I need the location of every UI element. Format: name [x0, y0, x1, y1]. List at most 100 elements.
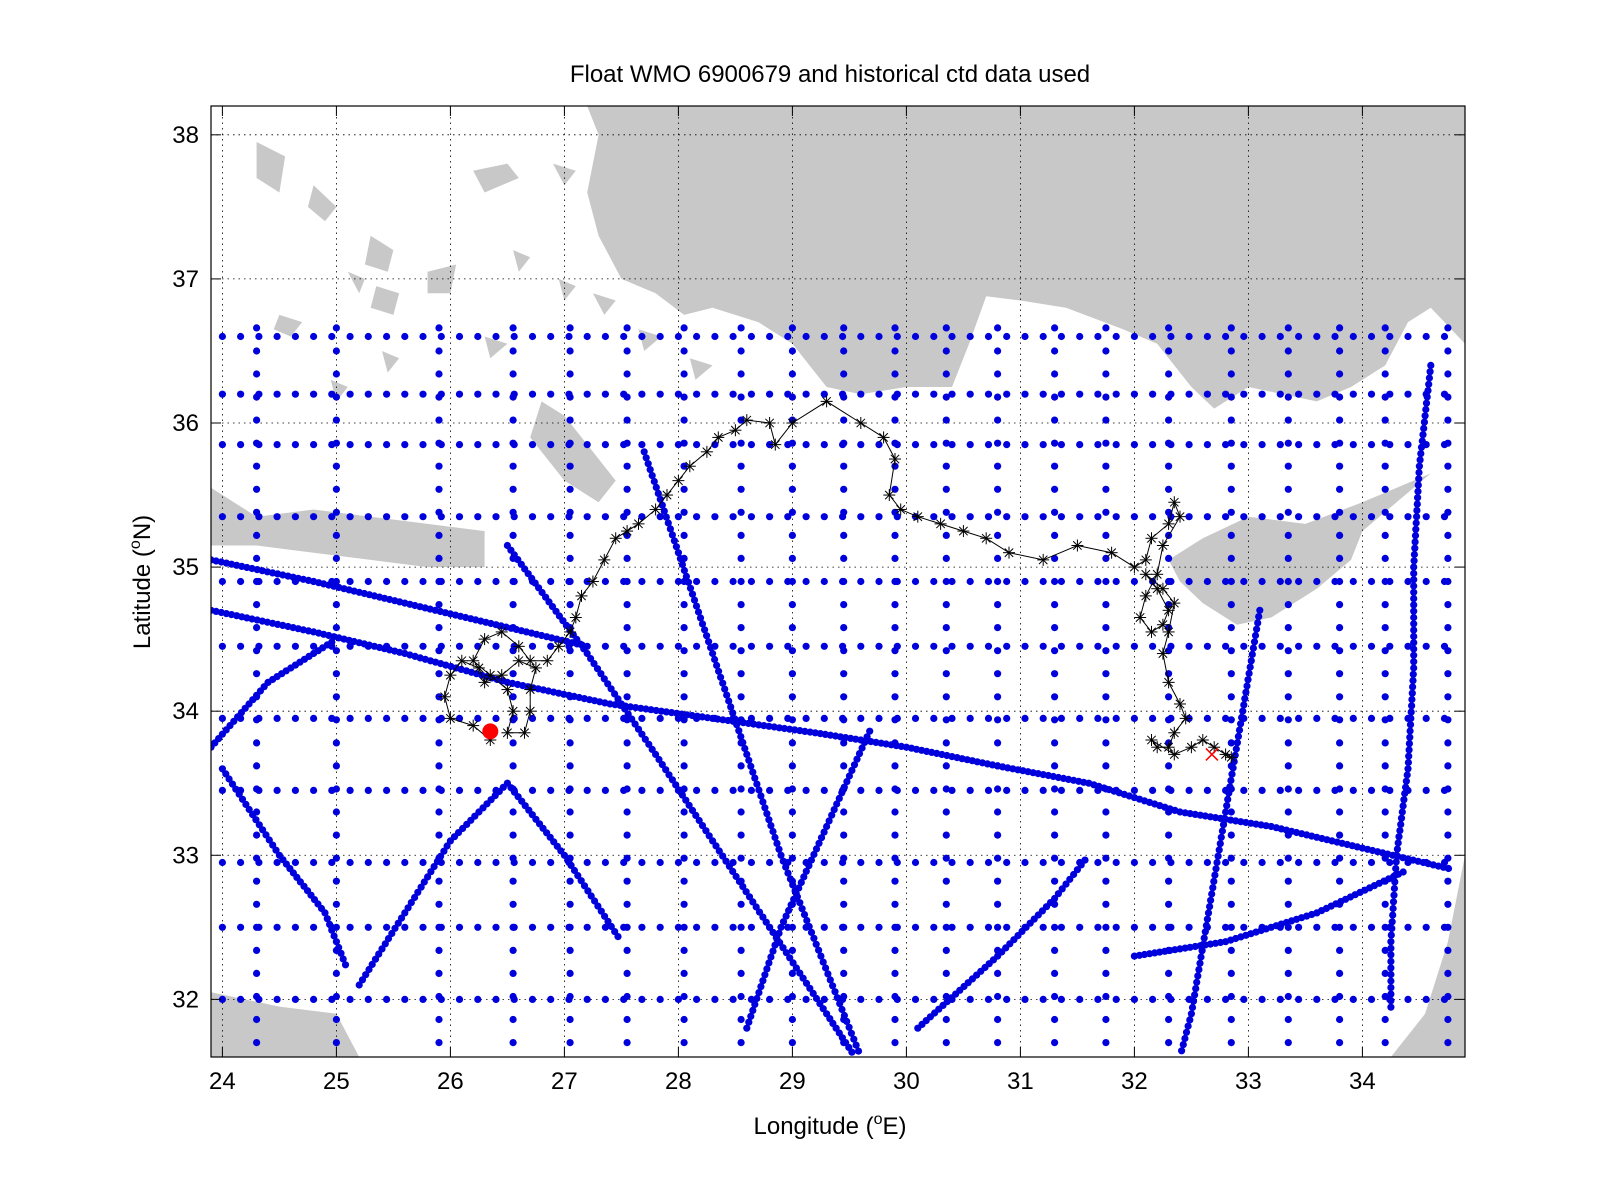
ctd-station: [942, 739, 950, 747]
ctd-station: [942, 877, 950, 885]
ctd-station: [417, 883, 425, 891]
ctd-station: [747, 923, 756, 931]
ctd-station: [693, 390, 701, 398]
ctd-station: [509, 531, 517, 540]
ctd-station: [1102, 785, 1110, 793]
float-profile-marker: [1105, 546, 1118, 559]
ctd-station: [620, 995, 628, 1004]
ctd-station: [435, 601, 443, 609]
ctd-station: [1102, 347, 1110, 355]
ctd-station: [1284, 601, 1292, 609]
float-profile-marker: [541, 654, 554, 667]
ctd-station: [930, 858, 938, 867]
ctd-station: [994, 324, 1002, 332]
ctd-station: [820, 786, 828, 795]
ctd-station: [1381, 624, 1389, 632]
ctd-station: [1367, 786, 1376, 795]
ctd-station: [1258, 441, 1266, 449]
ctd-station: [273, 642, 281, 650]
ctd-station: [1331, 642, 1339, 650]
ctd-station: [737, 347, 745, 355]
ctd-station: [680, 601, 688, 609]
ctd-station: [1149, 513, 1157, 521]
ctd-station: [218, 765, 226, 773]
ctd-station: [547, 441, 555, 449]
ctd-station: [802, 577, 810, 586]
ctd-station: [1411, 532, 1420, 540]
ctd-station: [815, 839, 823, 847]
y-axis-label: Latitude (oN): [127, 515, 156, 649]
ctd-station: [1381, 370, 1389, 378]
ctd-station: [601, 441, 610, 449]
ctd-station: [547, 995, 555, 1004]
ctd-station: [875, 441, 883, 449]
ctd-station: [1102, 601, 1110, 609]
float-profile-marker: [683, 460, 696, 473]
ctd-station: [1444, 324, 1452, 332]
float-profile-marker: [1003, 546, 1015, 559]
ctd-station: [332, 969, 340, 978]
ctd-station: [404, 904, 412, 912]
ctd-station: [378, 945, 386, 953]
ctd-station: [891, 624, 899, 632]
ctd-station: [680, 877, 688, 885]
ctd-station: [1440, 786, 1449, 795]
ctd-station: [601, 858, 610, 867]
ctd-station: [574, 872, 582, 880]
ctd-station: [666, 525, 675, 533]
ctd-station: [737, 577, 745, 586]
ctd-station: [435, 946, 443, 955]
ctd-station: [1440, 923, 1449, 931]
ctd-station: [253, 1039, 261, 1047]
ctd-station: [1313, 858, 1321, 867]
island-15: [347, 271, 365, 294]
ctd-station: [601, 577, 610, 586]
asterisk-stroke: [1164, 519, 1174, 529]
ctd-station: [824, 970, 832, 978]
ctd-station: [1240, 701, 1248, 709]
ctd-station: [1410, 588, 1418, 596]
ctd-station: [1227, 877, 1235, 885]
ctd-station: [1381, 601, 1389, 609]
ctd-station: [1051, 439, 1059, 447]
ctd-station: [419, 858, 427, 867]
ctd-station: [792, 964, 801, 972]
ctd-station: [273, 390, 281, 398]
asterisk-stroke: [879, 432, 889, 442]
ctd-station: [253, 739, 261, 747]
ctd-station: [966, 995, 974, 1004]
ctd-station: [1057, 714, 1065, 723]
ctd-station: [1149, 332, 1157, 341]
ctd-station: [273, 714, 281, 723]
ctd-station: [383, 995, 391, 1004]
ctd-station: [1396, 827, 1404, 835]
ctd-station: [1444, 670, 1452, 678]
ctd-station: [994, 601, 1002, 609]
float-profile-marker: [501, 683, 514, 696]
ctd-station: [711, 332, 719, 341]
ctd-station: [1203, 858, 1211, 867]
asterisk-stroke: [1169, 749, 1179, 759]
ctd-station: [1039, 513, 1047, 521]
ctd-station: [474, 513, 482, 521]
ctd-station: [383, 714, 391, 723]
ctd-station: [1389, 898, 1398, 906]
ctd-station: [1222, 714, 1230, 723]
ctd-station: [1167, 714, 1175, 723]
ctd-station: [857, 786, 865, 795]
asterisk-stroke: [588, 576, 598, 587]
ctd-station: [1381, 900, 1389, 908]
ctd-station: [820, 714, 828, 723]
ctd-station: [1336, 508, 1344, 516]
ctd-station: [364, 995, 372, 1004]
ctd-station: [583, 332, 591, 341]
ctd-station: [737, 739, 745, 747]
ctd-station: [1185, 441, 1193, 449]
ctd-station: [1245, 669, 1253, 678]
ctd-station: [1336, 969, 1344, 978]
ctd-station: [1051, 531, 1059, 540]
ctd-station: [1422, 332, 1430, 341]
ctd-station: [1284, 577, 1292, 586]
ctd-station: [840, 946, 848, 955]
float-profile-marker: [1162, 517, 1175, 530]
